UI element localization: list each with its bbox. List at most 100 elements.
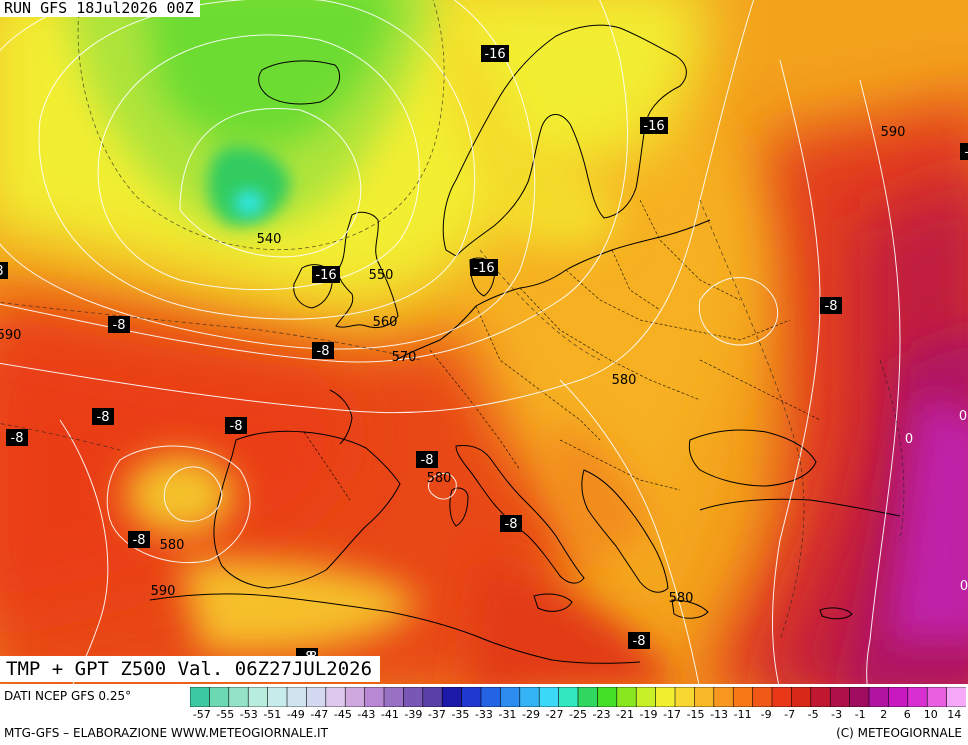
temp-label-text: -8 [133, 533, 146, 548]
temp-label: -8 [6, 429, 28, 446]
color-scale-tick-label: 14 [947, 708, 962, 721]
borders [303, 199, 821, 501]
copyright: (C) METEOGIORNALE [836, 726, 962, 740]
color-swatch [228, 687, 249, 707]
color-swatch [190, 687, 211, 707]
color-swatch [597, 687, 618, 707]
temperature-labels: -16 -16 -16 -16 -8 -8 -8 -8 -8 -8 -8 -8 … [0, 45, 968, 665]
temp-label-text: 0 [959, 409, 967, 424]
contour-label: 580 [669, 591, 694, 606]
temp-label: -8 [108, 316, 130, 333]
color-scale-tick-label: -51 [263, 708, 282, 721]
contour-label-text: 540 [257, 232, 282, 247]
temp-label: -8 [312, 342, 334, 359]
color-swatch [732, 687, 754, 707]
color-scale-tick-label: -29 [521, 708, 540, 721]
color-swatch [403, 687, 424, 707]
color-swatch [577, 687, 599, 707]
temp-label: -16 [640, 117, 668, 134]
contour-label: 560 [373, 315, 398, 330]
color-swatch [364, 687, 385, 707]
temp-label: -16 [481, 45, 509, 62]
color-scale-tick-label: -23 [592, 708, 611, 721]
color-scale-tick-label: -5 [807, 708, 819, 721]
temp-label: -8 [960, 143, 968, 160]
color-scale-tick-label: -13 [710, 708, 729, 721]
color-scale-tick-label: -1 [854, 708, 866, 721]
temp-label: 0 [905, 432, 913, 447]
geopotential-contours [0, 0, 901, 684]
color-scale [190, 687, 966, 707]
temp-label-text: -8 [97, 410, 110, 425]
color-scale-tick-label: 10 [923, 708, 938, 721]
color-scale-tick-label: -43 [357, 708, 376, 721]
color-scale-tick-label: -39 [404, 708, 423, 721]
color-swatch [344, 687, 366, 707]
color-scale-tick-label: -33 [474, 708, 493, 721]
credits: MTG-GFS – ELABORAZIONE WWW.METEOGIORNALE… [4, 726, 328, 740]
contour-label: 550 [369, 268, 394, 283]
temp-label: 0 [959, 409, 967, 424]
temp-label-text: 0 [960, 579, 968, 594]
contour-labels: 540 550 560 570 580 580 580 580 590 590 … [0, 125, 905, 606]
coastlines [149, 24, 901, 664]
contour-label-text: 590 [151, 584, 176, 599]
contour-label-text: 570 [392, 350, 417, 365]
color-swatch [771, 687, 793, 707]
color-scale-tick-label: 2 [880, 708, 888, 721]
contour-label-text: 590 [0, 328, 21, 343]
color-scale-tick-label: -55 [216, 708, 235, 721]
color-swatch [655, 687, 676, 707]
data-source: DATI NCEP GFS 0.25° [4, 689, 132, 703]
color-swatch [441, 687, 463, 707]
weather-map: 540 550 560 570 580 580 580 580 590 590 … [0, 0, 968, 684]
color-scale-tick-label: -49 [286, 708, 305, 721]
color-scale-tick-label: 6 [903, 708, 911, 721]
color-swatch [888, 687, 909, 707]
temp-label-text: -8 [825, 299, 838, 314]
color-swatch [558, 687, 579, 707]
temp-label-text: -16 [473, 261, 494, 276]
color-swatch [538, 687, 560, 707]
temp-label: -8 [225, 417, 247, 434]
color-swatch [907, 687, 928, 707]
color-swatch [325, 687, 347, 707]
temp-label: -8 [416, 451, 438, 468]
color-scale-tick-label: -7 [784, 708, 796, 721]
contour-label: 540 [257, 232, 282, 247]
temp-label: -16 [470, 259, 498, 276]
color-swatch [422, 687, 444, 707]
temperature-field [0, 0, 968, 684]
color-swatch [267, 687, 288, 707]
color-scale-tick-label: -9 [760, 708, 772, 721]
temp-label: -8 [500, 515, 522, 532]
color-swatch [810, 687, 831, 707]
color-swatch [926, 687, 948, 707]
color-swatch [674, 687, 696, 707]
color-scale-tick-label: -47 [310, 708, 329, 721]
temp-label: 0 [960, 579, 968, 594]
temp-label-text: -16 [484, 47, 505, 62]
contour-label: 580 [427, 471, 452, 486]
color-swatch [635, 687, 657, 707]
footer: DATI NCEP GFS 0.25° -57 -55 -53 -51 -49 -47 -4… [0, 684, 968, 745]
color-swatch [946, 687, 966, 707]
color-swatch [829, 687, 851, 707]
run-label: RUN GFS 18Jul2026 00Z [0, 0, 200, 17]
color-scale-tick-label: -53 [239, 708, 258, 721]
color-swatch [791, 687, 812, 707]
temp-label: -8 [820, 297, 842, 314]
temp-label-text: -8 [0, 264, 3, 279]
color-swatch [519, 687, 540, 707]
color-swatch [752, 687, 773, 707]
color-swatch [500, 687, 521, 707]
contour-label-text: 580 [612, 373, 637, 388]
color-swatch [383, 687, 405, 707]
temp-label-text: -8 [230, 419, 243, 434]
contour-label-text: 590 [881, 125, 906, 140]
temp-label-text: -8 [113, 318, 126, 333]
temp-label: -16 [312, 266, 340, 283]
color-swatch [868, 687, 890, 707]
temp-label-text: -8 [317, 344, 330, 359]
